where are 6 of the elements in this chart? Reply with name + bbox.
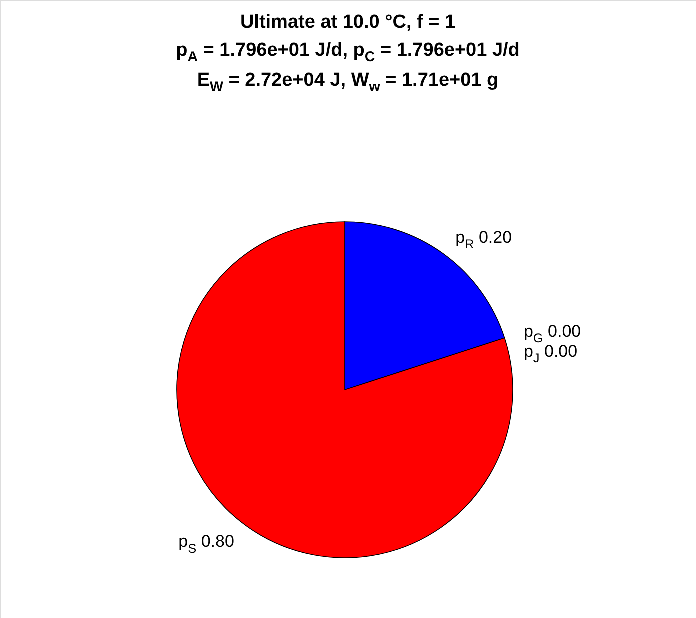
chart-title: Ultimate at 10.0 °C, f = 1: [240, 12, 456, 33]
text: 0.00: [548, 322, 582, 341]
data-label: 0.80: [201, 532, 234, 552]
text: 0.00: [544, 342, 578, 361]
pie-slice: [176, 222, 514, 558]
data-label: 0.20: [478, 228, 512, 247]
